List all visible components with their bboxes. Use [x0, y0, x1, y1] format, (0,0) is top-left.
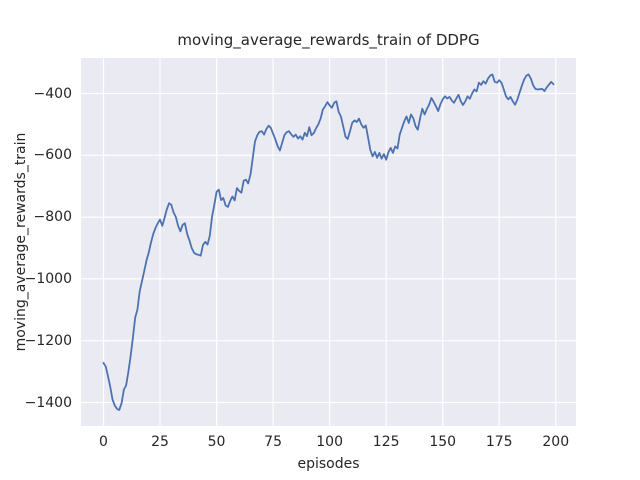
data-line-moving_average_rewards_train	[102, 73, 555, 411]
y-tick-label: −1000	[24, 270, 72, 287]
y-tick-label: −600	[33, 147, 72, 164]
x-tick-label: 0	[99, 434, 108, 450]
x-tick-label: 100	[316, 434, 343, 450]
x-axis-label: episodes	[297, 456, 360, 472]
x-tick-label: 50	[207, 434, 226, 450]
x-tick-label: 25	[151, 434, 169, 450]
x-tick-label: 125	[372, 434, 400, 450]
line-chart-svg	[81, 58, 576, 426]
chart-title: moving_average_rewards_train of DDPG	[177, 31, 480, 49]
y-tick-label: −1400	[24, 394, 72, 411]
y-tick-label: −400	[33, 85, 72, 102]
x-tick-label: 200	[542, 434, 570, 450]
y-tick-label: −800	[33, 209, 72, 226]
y-tick-label: −1200	[24, 332, 72, 349]
x-tick-label: 175	[485, 434, 513, 450]
x-tick-label: 75	[264, 434, 282, 450]
plot-area	[81, 58, 576, 426]
x-tick-label: 150	[429, 434, 457, 450]
